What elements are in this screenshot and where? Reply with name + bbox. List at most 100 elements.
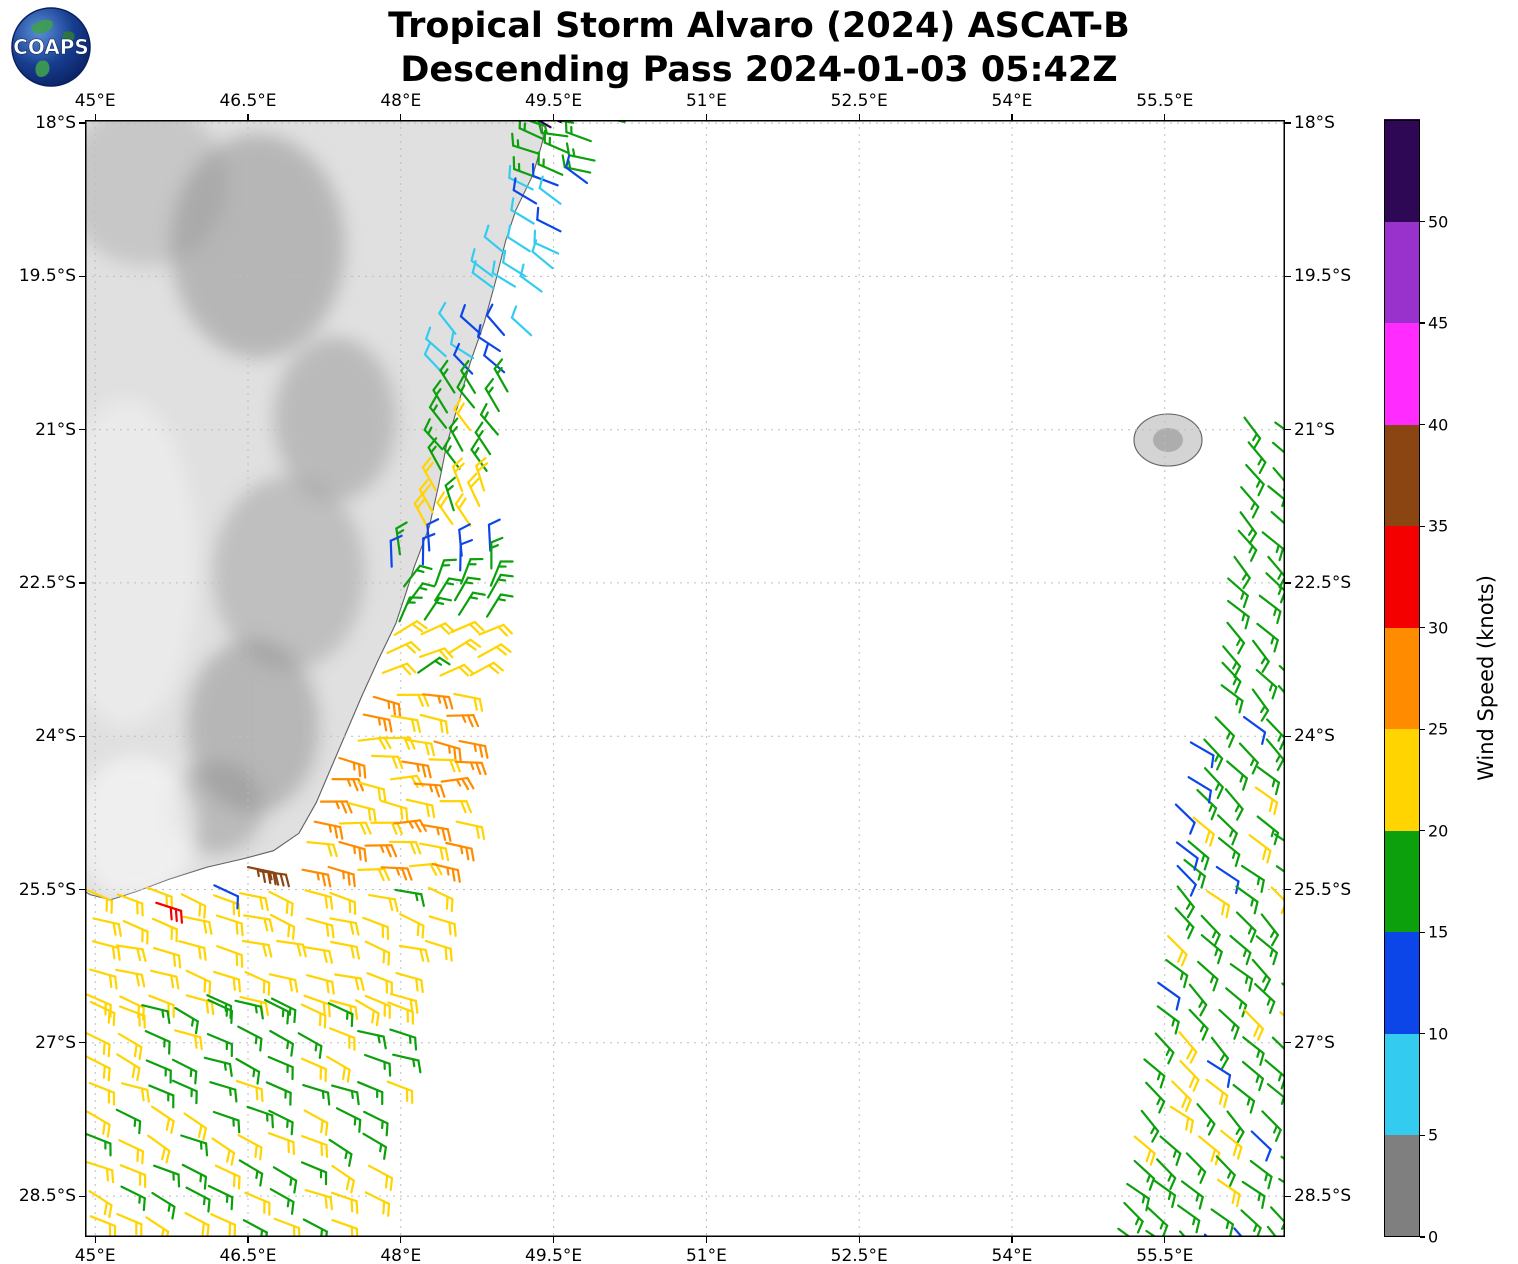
y-tick-mark-left: [79, 429, 85, 431]
y-tick-mark-right: [1285, 582, 1291, 584]
y-tick-mark-left: [79, 1195, 85, 1197]
colorbar-tick-mark: [1420, 830, 1425, 832]
y-tick-label-left: 25.5°S: [18, 879, 76, 900]
y-tick-mark-right: [1285, 122, 1291, 124]
x-tick-label-top: 48°E: [380, 91, 422, 111]
colorbar-frame: [1384, 120, 1420, 1237]
colorbar-tick-label: 25: [1428, 719, 1449, 739]
x-tick-mark-top: [247, 114, 249, 120]
x-tick-label-top: 52.5°E: [830, 91, 888, 111]
colorbar-segment-40-45: [1384, 322, 1420, 425]
y-tick-mark-left: [79, 888, 85, 891]
y-tick-label-right: 19.5°S: [1294, 266, 1352, 287]
colorbar-tick-mark: [1420, 728, 1425, 730]
globe-continent-south: [35, 60, 50, 77]
colorbar-tick-label: 10: [1428, 1024, 1449, 1044]
y-tick-mark-left: [79, 735, 85, 737]
x-tick-label-top: 45°E: [74, 91, 116, 111]
y-tick-label-right: 24°S: [1294, 726, 1335, 747]
x-tick-mark-top: [552, 114, 555, 120]
x-tick-mark-bottom: [1011, 1237, 1013, 1243]
y-tick-mark-right: [1285, 429, 1291, 431]
colorbar-tick-mark: [1420, 525, 1425, 527]
x-tick-mark-top: [1164, 114, 1166, 120]
reunion-terrain: [1153, 428, 1183, 452]
y-tick-mark-right: [1285, 275, 1291, 277]
x-tick-mark-bottom: [247, 1237, 249, 1243]
y-tick-label-left: 27°S: [35, 1032, 76, 1053]
colorbar-segment-10-15: [1384, 931, 1420, 1034]
colorbar-tick-label: 15: [1428, 922, 1449, 942]
wind-barbs: [85, 120, 1285, 1237]
y-tick-label-left: 22.5°S: [18, 572, 76, 593]
x-tick-mark-bottom: [94, 1237, 96, 1243]
colorbar-tick-label: 5: [1428, 1125, 1439, 1145]
colorbar-tick-mark: [1420, 1134, 1425, 1137]
x-tick-label-bottom: 51°E: [685, 1246, 727, 1264]
colorbar-segment-30-35: [1384, 525, 1420, 628]
x-tick-label-top: 46.5°E: [219, 91, 277, 111]
colorbar-segment-15-20: [1384, 830, 1420, 933]
colorbar-tick-mark: [1420, 424, 1425, 426]
x-tick-mark-bottom: [705, 1237, 707, 1243]
colorbar-tick-label: 45: [1428, 313, 1449, 333]
terrain-shading: [85, 120, 396, 900]
x-tick-label-bottom: 49.5°E: [525, 1246, 583, 1264]
y-tick-label-right: 21°S: [1294, 419, 1335, 440]
coaps-logo-text: COAPS: [13, 35, 89, 59]
y-tick-mark-right: [1285, 1042, 1291, 1044]
colorbar-segment-5-10: [1384, 1033, 1420, 1136]
colorbar-tick-mark: [1420, 220, 1425, 223]
y-tick-mark-right: [1285, 1195, 1291, 1197]
y-tick-label-right: 28.5°S: [1294, 1186, 1352, 1207]
y-tick-mark-right: [1285, 735, 1291, 737]
x-tick-label-top: 54°E: [991, 91, 1033, 111]
x-tick-mark-bottom: [1164, 1237, 1166, 1243]
map-plot: [85, 120, 1285, 1237]
colorbar-segment-45-50: [1384, 221, 1420, 324]
y-tick-label-right: 18°S: [1294, 113, 1335, 134]
y-tick-label-right: 27°S: [1294, 1032, 1335, 1053]
x-tick-label-top: 55.5°E: [1136, 91, 1194, 111]
x-tick-mark-bottom: [400, 1237, 402, 1243]
y-tick-label-right: 22.5°S: [1294, 572, 1352, 593]
colorbar-tick-mark: [1420, 1033, 1425, 1035]
colorbar-tick-mark: [1420, 322, 1425, 324]
x-tick-label-bottom: 46.5°E: [219, 1246, 277, 1264]
globe-continent-north: [31, 19, 53, 34]
chart-subtitle: Descending Pass 2024-01-03 05:42Z: [400, 50, 1118, 90]
colorbar-tick-label: 20: [1428, 821, 1449, 841]
globe-continent-east: [62, 31, 75, 42]
colorbar: [1384, 119, 1420, 1237]
colorbar-segment-25-30: [1384, 627, 1420, 730]
x-tick-mark-top: [94, 114, 96, 120]
x-tick-mark-top: [1011, 114, 1013, 120]
x-tick-mark-bottom: [858, 1237, 860, 1243]
x-tick-label-bottom: 52.5°E: [830, 1246, 888, 1264]
y-tick-mark-left: [79, 582, 85, 584]
chart-title: Tropical Storm Alvaro (2024) ASCAT-B: [388, 6, 1130, 46]
y-tick-mark-left: [79, 122, 85, 124]
x-tick-mark-bottom: [552, 1237, 555, 1243]
x-tick-mark-top: [858, 114, 860, 120]
colorbar-segment-0-5: [1384, 1134, 1420, 1237]
colorbar-axis-label: Wind Speed (knots): [1474, 575, 1498, 781]
colorbar-tick-label: 35: [1428, 516, 1449, 536]
y-tick-mark-right: [1285, 888, 1291, 891]
x-tick-label-top: 49.5°E: [525, 91, 583, 111]
y-tick-label-left: 28.5°S: [18, 1186, 76, 1207]
colorbar-tick-label: 0: [1428, 1227, 1439, 1247]
colorbar-segment-35-40: [1384, 424, 1420, 527]
x-tick-label-bottom: 45°E: [74, 1246, 116, 1264]
colorbar-tick-label: 30: [1428, 618, 1449, 638]
colorbar-tick-label: 40: [1428, 415, 1449, 435]
y-tick-label-left: 24°S: [35, 726, 76, 747]
x-tick-label-bottom: 55.5°E: [1136, 1246, 1194, 1264]
colorbar-tick-mark: [1420, 1236, 1425, 1238]
coaps-logo: COAPS: [11, 7, 91, 87]
colorbar-segment-20-25: [1384, 728, 1420, 831]
colorbar-tick-mark: [1420, 627, 1425, 629]
plot-frame: [85, 120, 1285, 1237]
y-tick-mark-left: [79, 275, 85, 277]
